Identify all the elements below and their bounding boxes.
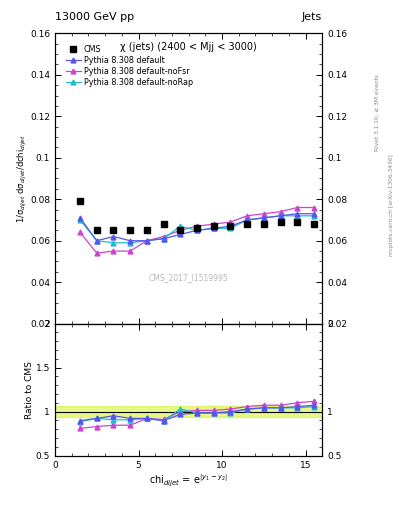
Pythia 8.308 default-noRap: [295, 213, 299, 219]
Pythia 8.308 default-noFsr: [295, 204, 299, 210]
CMS: [295, 219, 299, 225]
Pythia 8.308 default-noFsr: [261, 210, 266, 217]
Pythia 8.308 default-noFsr: [145, 238, 149, 244]
CMS: [312, 221, 316, 227]
Pythia 8.308 default: [94, 238, 99, 244]
Pythia 8.308 default-noRap: [211, 225, 216, 231]
Pythia 8.308 default-noFsr: [78, 229, 83, 236]
Pythia 8.308 default: [178, 231, 183, 238]
Line: Pythia 8.308 default: Pythia 8.308 default: [78, 211, 316, 243]
Line: Pythia 8.308 default-noRap: Pythia 8.308 default-noRap: [78, 214, 316, 245]
Pythia 8.308 default: [78, 215, 83, 221]
X-axis label: chi$_{dijet}$ = e$^{|y_1-y_2|}$: chi$_{dijet}$ = e$^{|y_1-y_2|}$: [149, 472, 228, 488]
Text: mcplots.cern.ch [arXiv:1306.3436]: mcplots.cern.ch [arXiv:1306.3436]: [389, 154, 393, 255]
Pythia 8.308 default-noRap: [195, 227, 199, 233]
Pythia 8.308 default-noRap: [261, 215, 266, 221]
Pythia 8.308 default-noFsr: [228, 219, 233, 225]
CMS: [128, 227, 132, 233]
Text: χ (jets) (2400 < Mjj < 3000): χ (jets) (2400 < Mjj < 3000): [120, 42, 257, 52]
Pythia 8.308 default: [261, 215, 266, 221]
Text: Rivet 3.1.10, ≥ 3M events: Rivet 3.1.10, ≥ 3M events: [375, 74, 380, 151]
Pythia 8.308 default-noRap: [278, 213, 283, 219]
Pythia 8.308 default-noFsr: [178, 227, 183, 233]
CMS: [228, 223, 233, 229]
Pythia 8.308 default-noRap: [78, 217, 83, 223]
Pythia 8.308 default-noFsr: [195, 223, 199, 229]
CMS: [94, 227, 99, 233]
Pythia 8.308 default: [211, 225, 216, 231]
Pythia 8.308 default: [161, 236, 166, 242]
Pythia 8.308 default: [128, 238, 132, 244]
Pythia 8.308 default-noFsr: [245, 213, 250, 219]
CMS: [245, 221, 250, 227]
Pythia 8.308 default-noRap: [128, 240, 132, 246]
Pythia 8.308 default-noRap: [145, 238, 149, 244]
Pythia 8.308 default-noFsr: [128, 248, 132, 254]
Pythia 8.308 default-noFsr: [211, 221, 216, 227]
Pythia 8.308 default: [278, 213, 283, 219]
Legend: CMS, Pythia 8.308 default, Pythia 8.308 default-noFsr, Pythia 8.308 default-noRa: CMS, Pythia 8.308 default, Pythia 8.308 …: [64, 43, 195, 89]
Bar: [55, 407, 322, 417]
CMS: [78, 198, 83, 204]
Pythia 8.308 default: [295, 210, 299, 217]
Pythia 8.308 default-noRap: [178, 223, 183, 229]
Y-axis label: Ratio to CMS: Ratio to CMS: [26, 361, 35, 419]
CMS: [211, 223, 216, 229]
Pythia 8.308 default-noRap: [111, 240, 116, 246]
CMS: [261, 221, 266, 227]
Pythia 8.308 default-noRap: [94, 238, 99, 244]
Pythia 8.308 default-noRap: [161, 236, 166, 242]
Text: Jets: Jets: [302, 11, 322, 22]
Text: CMS_2017_I1519995: CMS_2017_I1519995: [149, 273, 228, 282]
Pythia 8.308 default-noFsr: [312, 204, 316, 210]
Pythia 8.308 default: [145, 238, 149, 244]
Pythia 8.308 default-noFsr: [111, 248, 116, 254]
CMS: [278, 219, 283, 225]
Pythia 8.308 default: [111, 233, 116, 240]
Line: CMS: CMS: [77, 198, 317, 233]
CMS: [161, 221, 166, 227]
Text: 13000 GeV pp: 13000 GeV pp: [55, 11, 134, 22]
Pythia 8.308 default-noFsr: [161, 233, 166, 240]
Pythia 8.308 default: [245, 217, 250, 223]
Line: Pythia 8.308 default-noFsr: Pythia 8.308 default-noFsr: [78, 205, 316, 255]
CMS: [145, 227, 149, 233]
Pythia 8.308 default-noRap: [312, 213, 316, 219]
Y-axis label: 1/σ$_{dijet}$ dσ$_{dijet}$/dchi$_{dijet}$: 1/σ$_{dijet}$ dσ$_{dijet}$/dchi$_{dijet}…: [16, 134, 29, 223]
Pythia 8.308 default: [312, 210, 316, 217]
Pythia 8.308 default: [228, 223, 233, 229]
CMS: [195, 225, 199, 231]
Pythia 8.308 default-noFsr: [94, 250, 99, 256]
Pythia 8.308 default-noRap: [245, 217, 250, 223]
CMS: [111, 227, 116, 233]
Pythia 8.308 default: [195, 227, 199, 233]
CMS: [178, 227, 183, 233]
Pythia 8.308 default-noRap: [228, 225, 233, 231]
Pythia 8.308 default-noFsr: [278, 208, 283, 215]
